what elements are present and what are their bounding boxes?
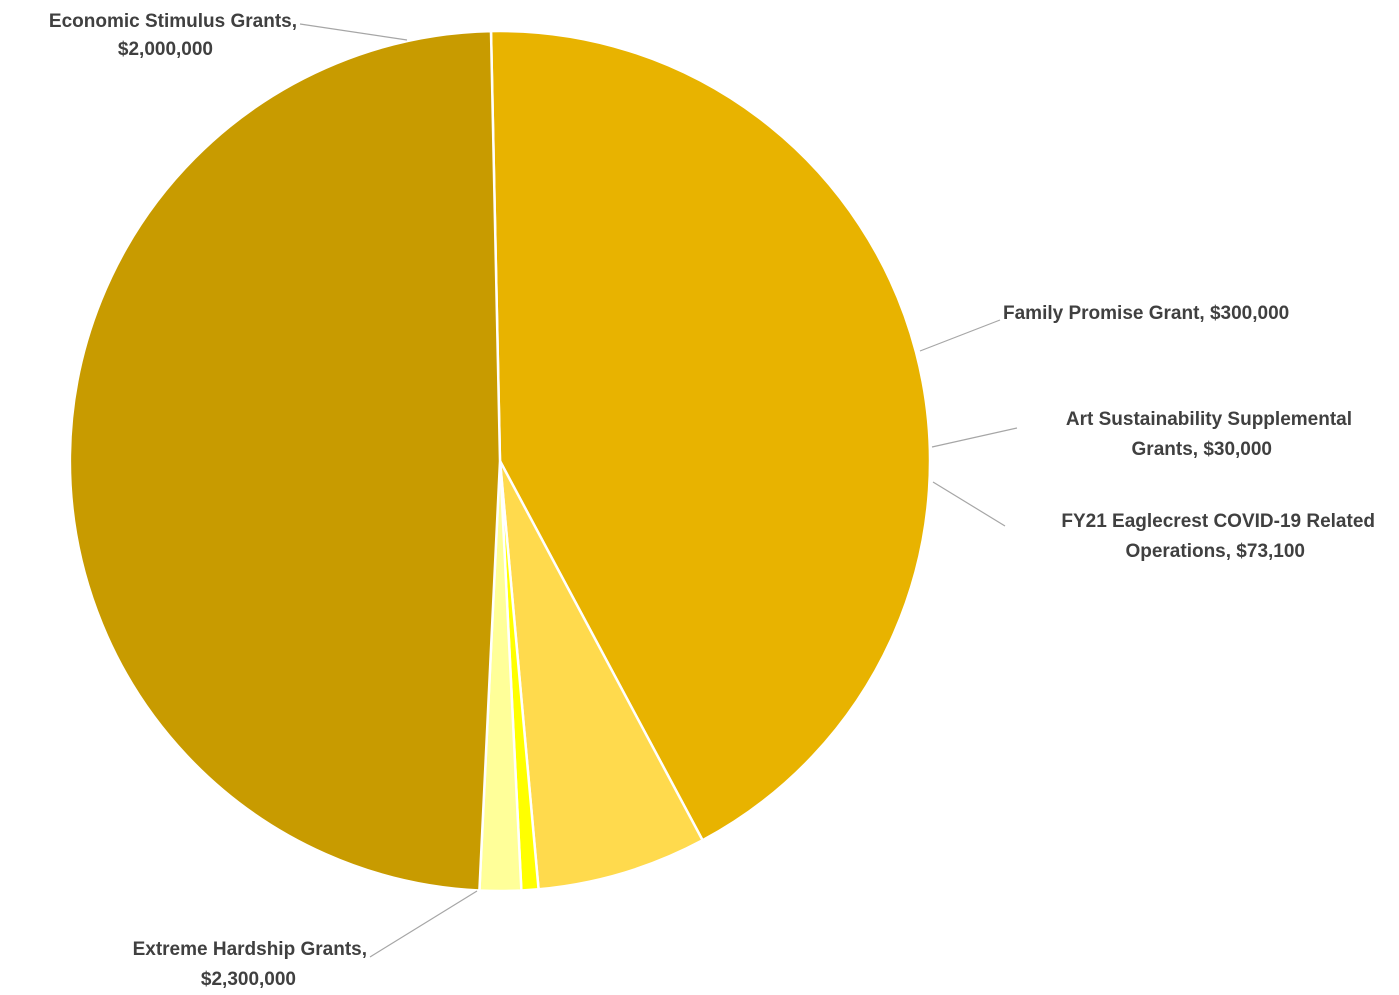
leader-line-family-promise-grant (919, 319, 1001, 352)
leader-line-economic-stimulus-grants (299, 23, 408, 41)
data-label-extreme-hardship-grants-line-2: $2,300,000 (201, 969, 296, 990)
data-label-family-promise-grant-line-1: Family Promise Grant, $300,000 (1003, 303, 1289, 324)
pie-slice-family-promise-grant (498, 460, 705, 891)
leader-line-extreme-hardship-grants (369, 890, 478, 958)
pie-slice-economic-stimulus-grants (489, 29, 932, 842)
data-label-economic-stimulus-grants-line-1: Economic Stimulus Grants, (49, 11, 297, 32)
data-label-art-sustainability-supplemental-grants-line-1: Art Sustainability Supplemental (1066, 409, 1352, 430)
leader-line-art-sustainability-supplemental-grants (931, 427, 1018, 448)
slice-labels: Economic Stimulus Grants, $2,000,000 Famil… (49, 11, 1375, 990)
data-label-fy21-eaglecrest-covid-19-related-operations-line-1: FY21 Eaglecrest COVID-19 Related (1061, 511, 1375, 532)
data-label-fy21-eaglecrest-covid-19-related-operations-line-2: Operations, $73,100 (1125, 541, 1305, 562)
data-label-art-sustainability-supplemental-grants-line-2: Grants, $30,000 (1132, 439, 1272, 460)
leader-lines (299, 23, 1018, 958)
pie-slice-extreme-hardship-grants (68, 29, 502, 892)
pie-slices (68, 29, 932, 893)
data-label-economic-stimulus-grants-line-2: $2,000,000 (118, 39, 213, 60)
leader-line-fy21-eaglecrest-covid-19-related-operations (932, 481, 1006, 527)
data-label-extreme-hardship-grants-line-1: Extreme Hardship Grants, (133, 939, 367, 960)
